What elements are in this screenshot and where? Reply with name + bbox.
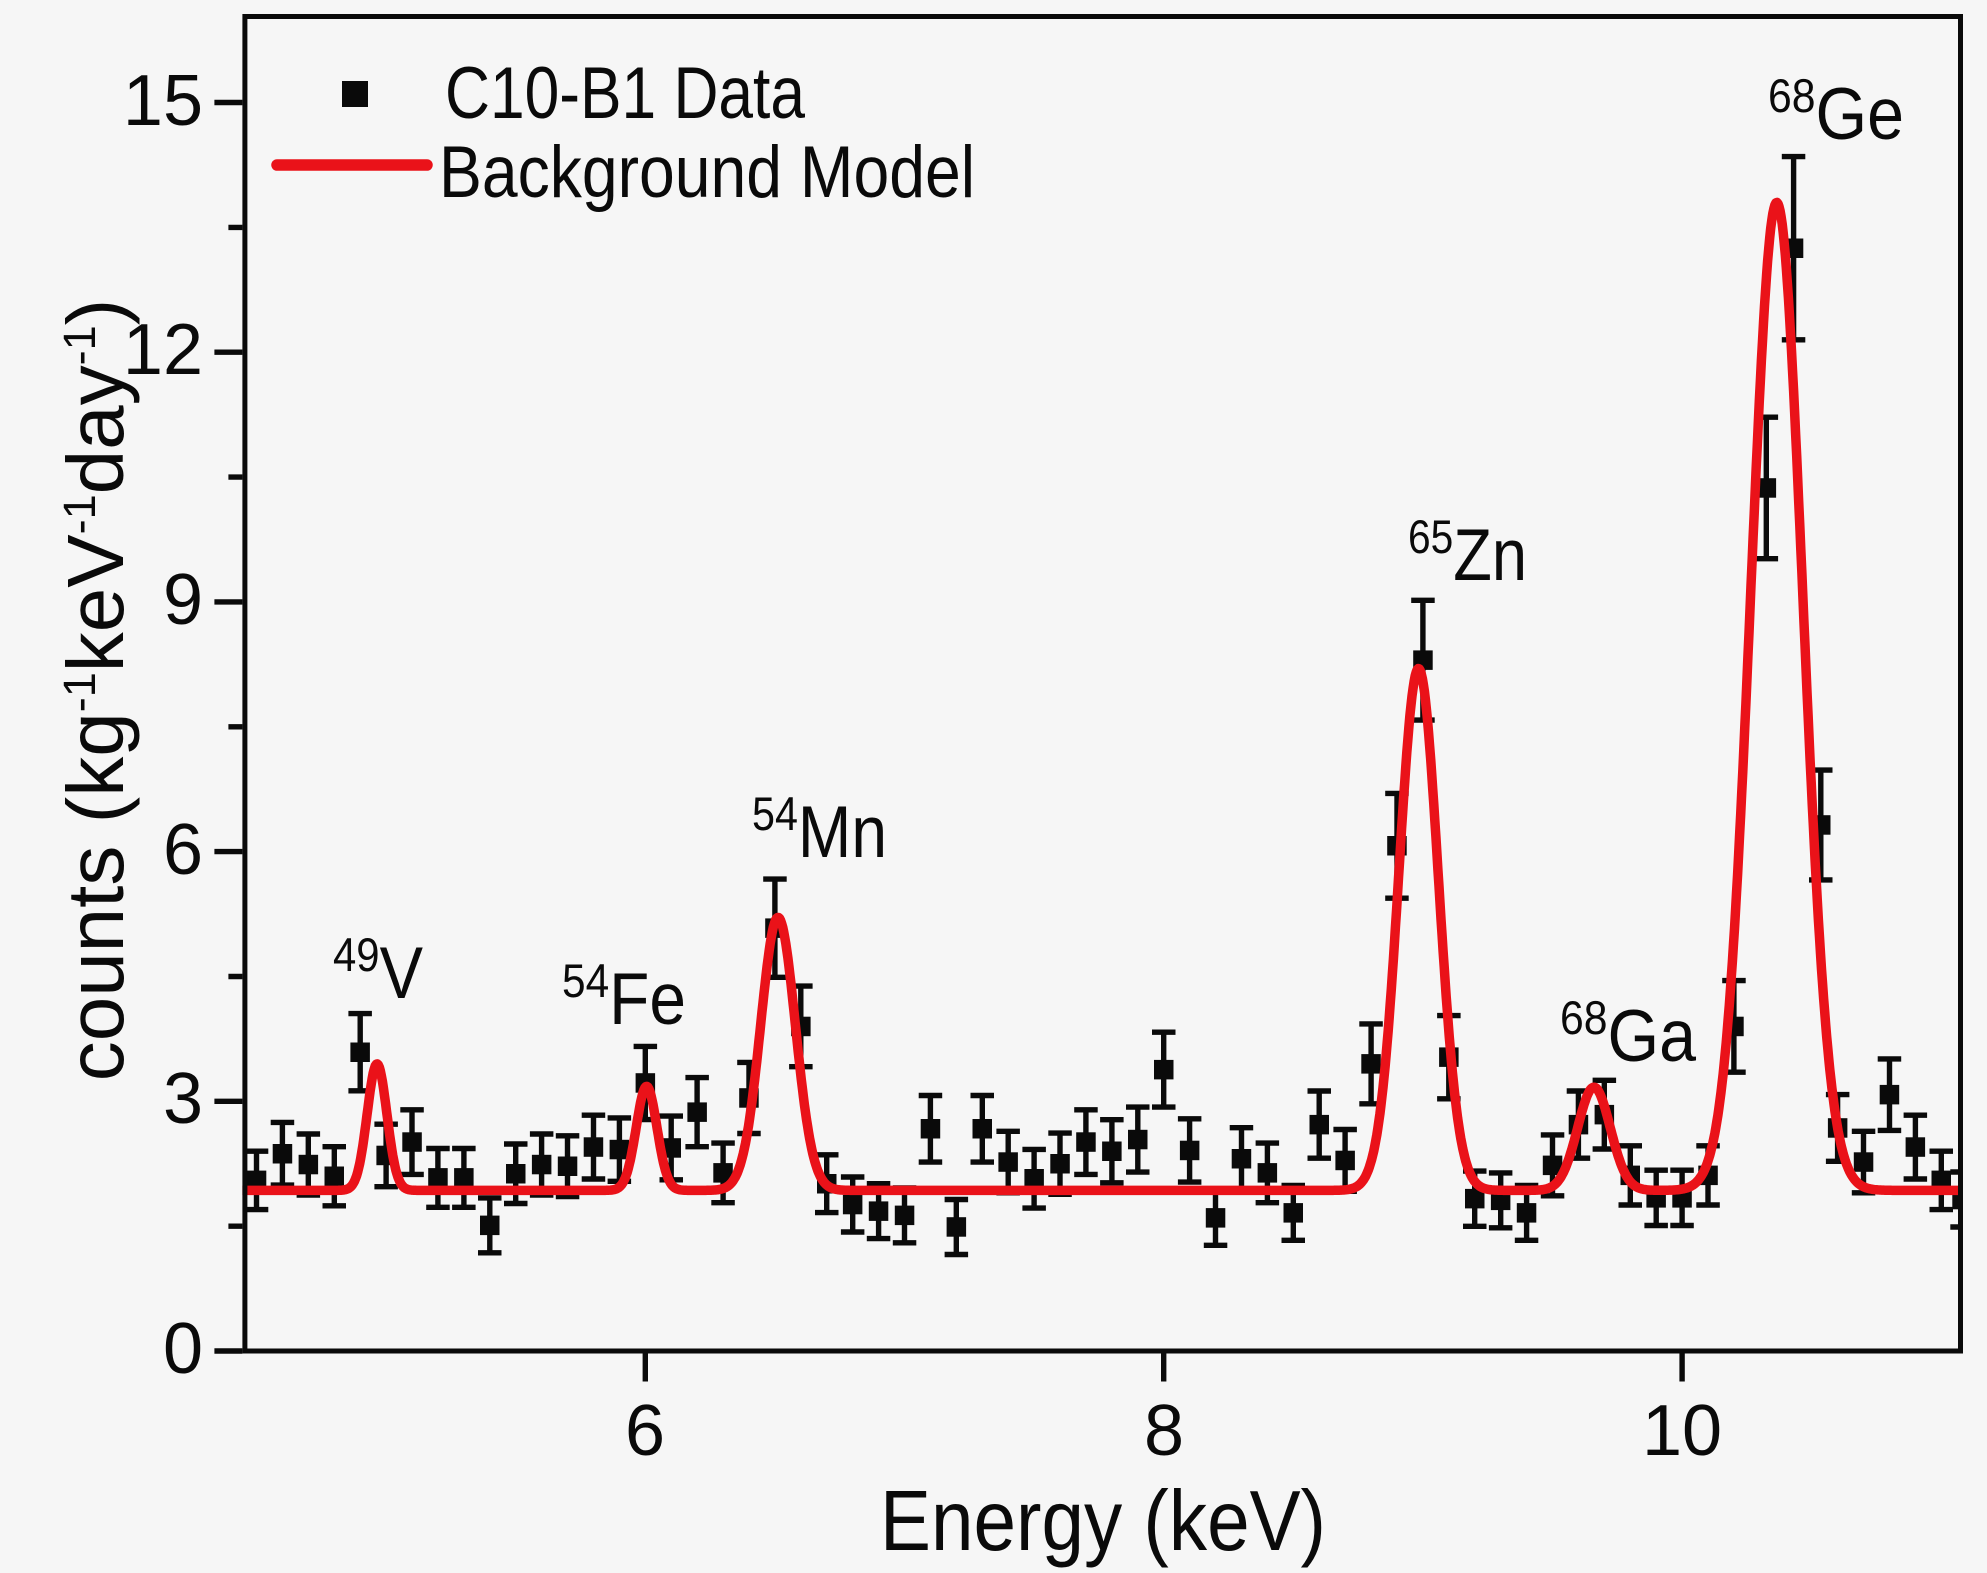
svg-text:6: 6 (163, 810, 203, 890)
svg-text:0: 0 (163, 1309, 203, 1389)
svg-text:8: 8 (1144, 1391, 1184, 1471)
svg-text:49V: 49V (333, 928, 423, 1014)
svg-text:54Fe: 54Fe (562, 954, 686, 1040)
svg-text:9: 9 (163, 560, 203, 640)
svg-text:65Zn: 65Zn (1408, 510, 1527, 596)
svg-text:Energy (keV): Energy (keV) (880, 1474, 1326, 1569)
svg-text:68Ga: 68Ga (1560, 991, 1696, 1077)
svg-text:C10-B1 Data: C10-B1 Data (445, 53, 805, 134)
svg-text:54Mn: 54Mn (752, 787, 887, 873)
svg-text:counts (kg-1keV-1day-1): counts (kg-1keV-1day-1) (51, 299, 140, 1082)
svg-text:6: 6 (625, 1391, 665, 1471)
svg-text:68Ge: 68Ge (1768, 69, 1904, 155)
svg-text:15: 15 (123, 61, 203, 141)
svg-text:12: 12 (123, 310, 203, 390)
svg-text:3: 3 (163, 1059, 203, 1139)
svg-text:Background Model: Background Model (439, 132, 975, 213)
svg-text:10: 10 (1642, 1391, 1722, 1471)
